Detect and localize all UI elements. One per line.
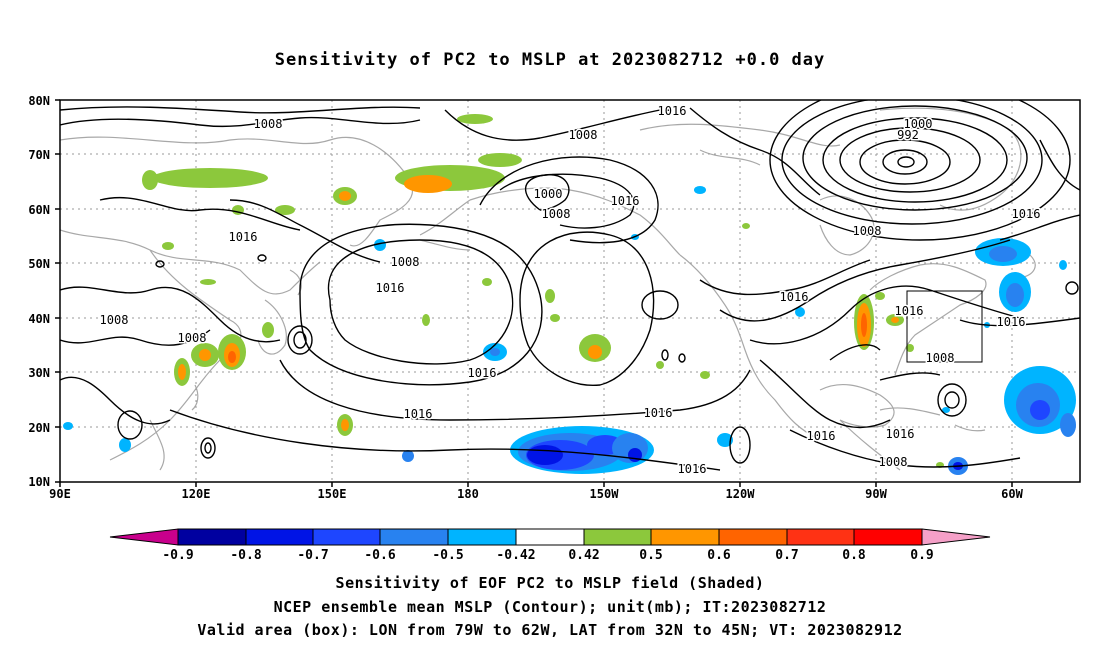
contour-label: 1008 — [254, 117, 283, 131]
contour-label: 1016 — [658, 104, 687, 118]
contour-label: 1008 — [178, 331, 207, 345]
lat-label: 70N — [28, 148, 50, 162]
lat-label: 30N — [28, 366, 50, 380]
colorbar-triangle-low — [109, 528, 179, 546]
lon-label: 60W — [1001, 487, 1023, 501]
contour-label: 1000 — [534, 187, 563, 201]
lon-label: 180 — [457, 487, 479, 501]
colorbar-tick-label: -0.5 — [432, 548, 463, 563]
colorbar-tick-label: 0.6 — [707, 548, 731, 563]
axis-ticks — [55, 99, 1013, 487]
colorbar-bin — [718, 528, 788, 546]
footer-line-valid-area: Valid area (box): LON from 79W to 62W, L… — [197, 621, 903, 639]
colorbar-bin — [245, 528, 314, 546]
footer-line-contour: NCEP ensemble mean MSLP (Contour); unit(… — [273, 598, 827, 616]
contour-label: 1016 — [678, 462, 707, 476]
contour-label: 1016 — [886, 427, 915, 441]
colorbar-bin — [379, 528, 449, 546]
colorbar-tick-label: -0.42 — [496, 548, 535, 563]
chart-title: Sensitivity of PC2 to MSLP at 2023082712… — [274, 50, 826, 70]
lon-label: 150E — [318, 487, 347, 501]
contour-label: 1016 — [780, 290, 809, 304]
negative-sensitivity-shading — [63, 186, 1076, 475]
contour-label: 1016 — [468, 366, 497, 380]
contour-label: 1008 — [853, 224, 882, 238]
colorbar-bin — [447, 528, 517, 546]
colorbar-bin — [786, 528, 855, 546]
colorbar-tick-label: -0.7 — [297, 548, 328, 563]
map-frame — [59, 99, 1081, 483]
positive-sensitivity-shading — [142, 114, 944, 468]
contour-label: 1016 — [404, 407, 433, 421]
contour-label: 1008 — [926, 351, 955, 365]
colorbar-bin — [650, 528, 720, 546]
lon-label: 120E — [182, 487, 211, 501]
colorbar-tick-label: 0.9 — [910, 548, 933, 563]
colorbar-tick-label: -0.6 — [364, 548, 395, 563]
contour-label: 1000 — [904, 117, 933, 131]
colorbar-tick-label: -0.8 — [230, 548, 261, 563]
colorbar-bin — [177, 528, 247, 546]
contour-label: 1008 — [100, 313, 129, 327]
colorbar-bin — [853, 528, 923, 546]
footer-line-shading: Sensitivity of EOF PC2 to MSLP field (Sh… — [335, 574, 765, 592]
lat-label: 20N — [28, 421, 50, 435]
colorbar-tick-label: 0.42 — [568, 548, 599, 563]
contour-label: 1008 — [391, 255, 420, 269]
lon-label: 120W — [726, 487, 756, 501]
colorbar-tick-label: 0.5 — [639, 548, 662, 563]
colorbar-tick-label: 0.7 — [775, 548, 798, 563]
contour-label: 1016 — [895, 304, 924, 318]
valid-area-box — [906, 290, 983, 363]
colorbar-tick-label: 0.8 — [842, 548, 866, 563]
lon-label: 150W — [590, 487, 620, 501]
lon-label: 90E — [49, 487, 71, 501]
contour-label: 1016 — [229, 230, 258, 244]
contour-label: 1008 — [569, 128, 598, 142]
colorbar-bin — [515, 528, 585, 546]
colorbar-triangle-high — [921, 528, 991, 546]
lat-label: 40N — [28, 312, 50, 326]
contour-label: 1008 — [879, 455, 908, 469]
lat-label: 50N — [28, 257, 50, 271]
lat-label: 10N — [28, 475, 50, 489]
lat-label: 60N — [28, 203, 50, 217]
contour-label: 992 — [897, 128, 919, 142]
colorbar — [109, 528, 991, 546]
contour-label: 1016 — [1012, 207, 1041, 221]
mslp-contours — [60, 100, 1080, 471]
colorbar-bin — [312, 528, 381, 546]
contour-label: 1016 — [807, 429, 836, 443]
colorbar-bin — [583, 528, 652, 546]
coastlines — [60, 107, 1036, 471]
contour-label: 1008 — [542, 207, 571, 221]
contour-label: 1016 — [644, 406, 673, 420]
contour-label: 1016 — [997, 315, 1026, 329]
contour-label: 1016 — [376, 281, 405, 295]
lon-label: 90W — [865, 487, 887, 501]
lat-label: 80N — [28, 94, 50, 108]
contour-label: 1016 — [611, 194, 640, 208]
colorbar-tick-label: -0.9 — [162, 548, 193, 563]
